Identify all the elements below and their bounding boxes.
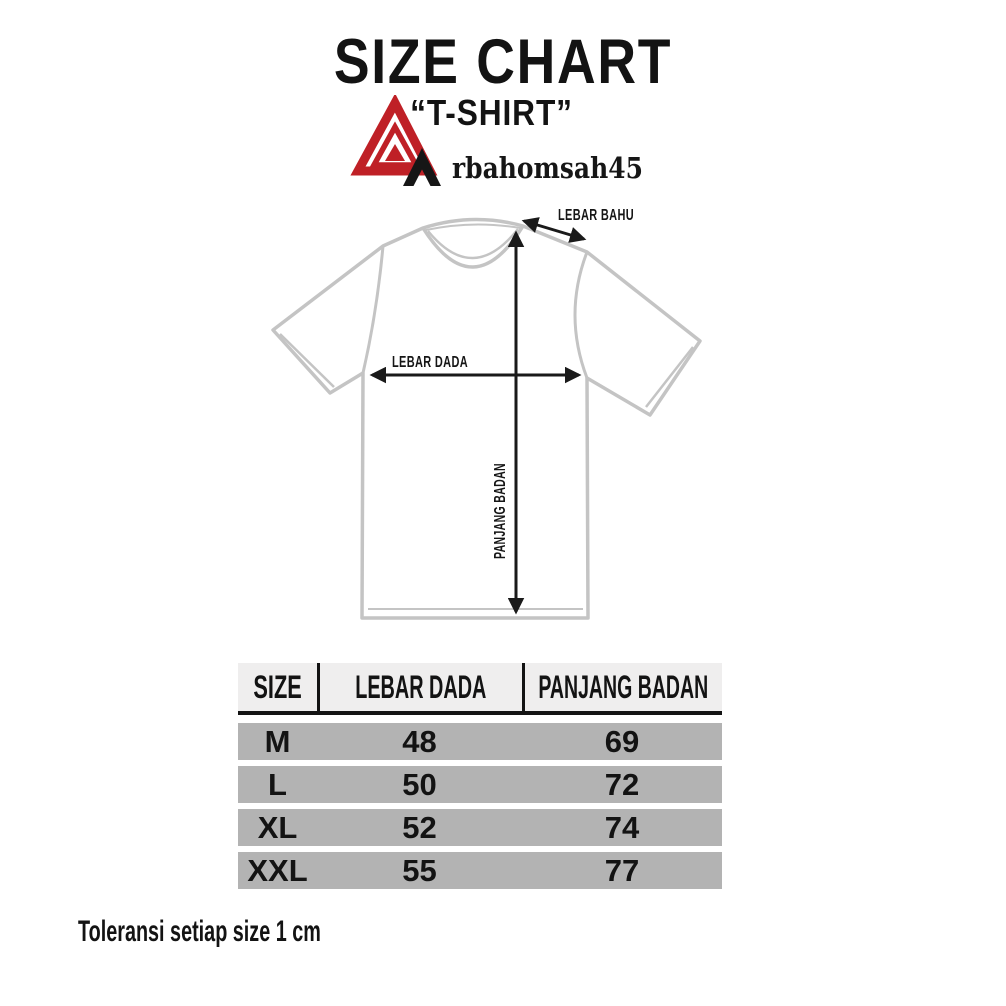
header-cell-length: PANJANG BADAN <box>522 663 722 711</box>
cell-length: 77 <box>604 852 640 888</box>
logo-inner-triangle <box>385 144 405 161</box>
tolerance-note: Toleransi setiap size 1 cm <box>78 915 446 949</box>
right-armhole-seam <box>573 251 589 379</box>
header-size-label: SIZE <box>253 668 302 705</box>
page-title-text: SIZE CHART <box>333 27 673 97</box>
table-row-l: L 50 72 <box>238 766 722 803</box>
cell-length: 72 <box>604 766 640 802</box>
page-subtitle: “T-SHIRT” <box>0 92 994 134</box>
shoulder-width-arrow <box>521 217 587 243</box>
cell-length: 69 <box>604 723 640 759</box>
header-chest-label: LEBAR DADA <box>355 668 487 705</box>
table-row-m: M 48 69 <box>238 723 722 760</box>
logo-outer-triangle <box>350 95 438 176</box>
cell-chest: 50 <box>402 766 437 802</box>
cell-length: 74 <box>604 809 640 845</box>
collar-back-line <box>425 223 521 231</box>
header-length-label: PANJANG BADAN <box>538 668 709 705</box>
page-title: SIZE CHART <box>0 26 1006 98</box>
header-cell-size: SIZE <box>238 663 317 711</box>
tshirt-measurement-diagram: LEBAR BAHU LEBAR DADA PANJANG BADAN <box>271 207 702 620</box>
cell-chest: 48 <box>402 723 437 759</box>
cell-chest: 52 <box>402 809 437 845</box>
left-armhole-seam <box>361 245 385 374</box>
logo-middle-triangle <box>369 121 421 168</box>
cell-size: XXL <box>247 852 308 888</box>
cell-size: M <box>264 723 291 759</box>
right-cuff-line <box>645 346 694 408</box>
collar-outer-line <box>421 225 525 269</box>
logo-black-a-triangle <box>403 148 441 186</box>
table-row-xxl: XXL 55 77 <box>238 852 722 889</box>
cell-chest: 55 <box>402 852 437 888</box>
cell-size: L <box>268 766 287 802</box>
size-table-header-row: SIZE LEBAR DADA PANJANG BADAN <box>238 663 722 715</box>
brand-text: rbahomsah45 <box>452 151 643 185</box>
shoulder-width-label: LEBAR BAHU <box>558 207 634 224</box>
table-row-xl: XL 52 74 <box>238 809 722 846</box>
tolerance-note-text: Toleransi setiap size 1 cm <box>78 915 321 948</box>
left-cuff-line <box>279 333 335 388</box>
body-length-label: PANJANG BADAN <box>492 463 509 559</box>
header-cell-chest: LEBAR DADA <box>317 663 522 711</box>
brand-triangle-logo-icon <box>350 95 441 186</box>
size-table: SIZE LEBAR DADA PANJANG BADAN M 48 69 L … <box>238 663 722 889</box>
cell-size: XL <box>257 809 298 845</box>
tshirt-outline <box>271 217 702 620</box>
chest-width-label: LEBAR DADA <box>392 354 468 371</box>
page-subtitle-text: “T-SHIRT” <box>409 92 573 133</box>
